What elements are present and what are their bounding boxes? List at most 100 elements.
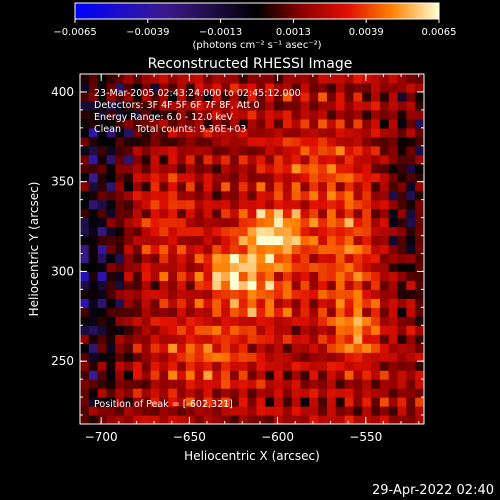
heatmap-cell (229, 406, 240, 416)
heatmap-cell (80, 253, 90, 264)
heatmap-cell (326, 388, 337, 398)
heatmap-cell (353, 208, 363, 219)
heatmap-cell (150, 181, 160, 192)
heatmap-cell (185, 343, 196, 353)
heatmap-cell (97, 388, 108, 398)
heatmap-cell (282, 262, 293, 273)
heatmap-cell (274, 145, 284, 156)
heatmap-cell (300, 190, 310, 201)
heatmap-cell (415, 298, 424, 308)
heatmap-cell (282, 154, 293, 165)
heatmap-cell (159, 262, 169, 273)
heatmap-cell (106, 298, 116, 308)
heatmap-cell (106, 127, 116, 138)
heatmap-cell (362, 370, 372, 380)
heatmap-cell (238, 280, 249, 290)
heatmap-cell (388, 199, 399, 210)
heatmap-cell (185, 217, 196, 228)
heatmap-cell (379, 235, 390, 246)
heatmap-cell (115, 118, 125, 129)
heatmap-cell (344, 397, 355, 407)
heatmap-cell (194, 307, 205, 317)
heatmap-cell (397, 172, 407, 183)
heatmap-cell (150, 74, 160, 84)
heatmap-cell (291, 307, 302, 317)
heatmap-cell (194, 370, 205, 380)
heatmap-cell (194, 298, 205, 308)
heatmap-cell (177, 316, 187, 326)
heatmap-cell (265, 406, 275, 416)
heatmap-cell (406, 379, 416, 389)
heatmap-cell (256, 217, 266, 228)
heatmap-cell (194, 127, 205, 138)
heatmap-cell (159, 325, 169, 335)
heatmap-cell (177, 397, 187, 407)
plot-frame (79, 73, 425, 425)
heatmap-cell (150, 235, 160, 246)
heatmap-cell (335, 154, 346, 165)
heatmap-cell (326, 343, 337, 353)
heatmap-cell (203, 352, 213, 362)
heatmap-cell (194, 379, 205, 389)
heatmap-cell (106, 82, 116, 93)
heatmap-cell (159, 226, 169, 237)
heatmap-cell (88, 82, 99, 93)
heatmap-cell (397, 415, 407, 424)
heatmap-cell (177, 74, 187, 84)
heatmap-cell (97, 181, 108, 192)
heatmap-cell (282, 361, 293, 371)
heatmap-cell (388, 235, 399, 246)
heatmap-cell (212, 388, 222, 398)
heatmap-cell (256, 271, 266, 282)
heatmap-cell (106, 397, 116, 407)
heatmap-cell (221, 172, 231, 183)
heatmap-cell (326, 307, 337, 317)
heatmap-cell (238, 226, 249, 237)
heatmap-cell (124, 370, 134, 380)
heatmap-cell (229, 325, 240, 335)
heatmap-cell (265, 145, 275, 156)
heatmap-cell (88, 181, 99, 192)
heatmap-cell (256, 208, 266, 219)
heatmap-cell (194, 235, 205, 246)
heatmap-cell (150, 271, 160, 282)
heatmap-cell (362, 406, 372, 416)
heatmap-cell (371, 91, 381, 102)
heatmap-cell (150, 163, 160, 174)
heatmap-cell (335, 280, 346, 290)
heatmap-cell (124, 388, 134, 398)
heatmap-cell (309, 145, 319, 156)
heatmap-cell (344, 82, 355, 93)
heatmap-cell (194, 163, 205, 174)
heatmap-cell (415, 163, 424, 174)
heatmap-cell (309, 118, 319, 129)
heatmap-cell (229, 280, 240, 290)
heatmap-cell (124, 208, 134, 219)
heatmap-cell (256, 406, 266, 416)
heatmap-cell (80, 154, 90, 165)
heatmap-cell (238, 82, 249, 93)
heatmap-cell (80, 325, 90, 335)
heatmap-cell (353, 226, 363, 237)
heatmap-cell (80, 100, 90, 111)
heatmap-cell (168, 388, 178, 398)
heatmap-cell (326, 181, 337, 192)
heatmap-cell (309, 74, 319, 84)
heatmap-cell (274, 181, 284, 192)
heatmap-cell (282, 370, 293, 380)
heatmap-cell (238, 244, 249, 255)
heatmap-cell (344, 172, 355, 183)
heatmap-cell (318, 163, 328, 174)
heatmap-cell (353, 82, 363, 93)
heatmap-cell (397, 74, 407, 84)
heatmap-cell (344, 217, 355, 228)
heatmap-cell (379, 190, 390, 201)
heatmap-cell (177, 280, 187, 290)
heatmap-cell (318, 208, 328, 219)
heatmap-cell (168, 244, 178, 255)
heatmap-cell (159, 163, 169, 174)
heatmap-cell (194, 343, 205, 353)
heatmap-cell (344, 253, 355, 264)
heatmap-cell (344, 388, 355, 398)
heatmap-cell (115, 91, 125, 102)
